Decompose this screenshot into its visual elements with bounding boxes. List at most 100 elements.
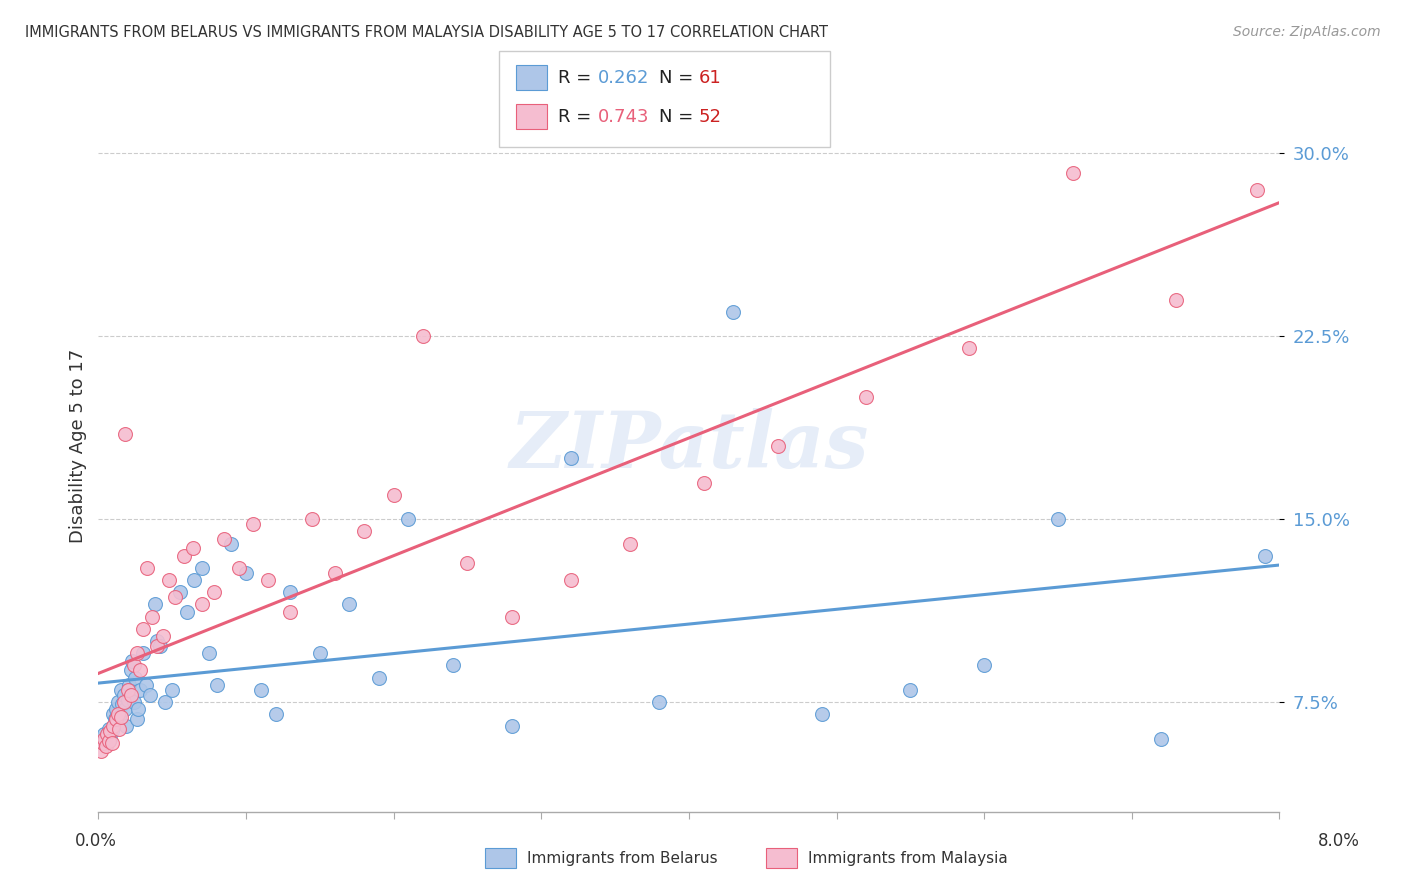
Point [94, 734, 117, 748]
Point [141, 609, 163, 624]
Point [90, 744, 112, 758]
Point [441, 658, 464, 673]
Point [855, 390, 877, 404]
Point [91, 736, 114, 750]
Point [173, 549, 195, 563]
Point [143, 598, 166, 612]
Point [107, 695, 129, 709]
Point [146, 634, 169, 648]
Point [280, 605, 302, 619]
Point [157, 573, 180, 587]
Point [115, 719, 138, 733]
Point [183, 573, 205, 587]
Point [103, 719, 125, 733]
Point [136, 561, 159, 575]
Point [191, 598, 214, 612]
Point [125, 712, 148, 726]
Point [117, 692, 139, 706]
Point [353, 524, 375, 539]
Point [132, 622, 155, 636]
Point [339, 598, 361, 612]
Point [501, 609, 523, 624]
Point [93, 727, 115, 741]
Y-axis label: Disability Age 5 to 17: Disability Age 5 to 17 [69, 349, 87, 543]
Point [257, 573, 280, 587]
Text: 0.262: 0.262 [598, 69, 650, 87]
Point [112, 695, 135, 709]
Point [398, 512, 420, 526]
Point [118, 678, 141, 692]
Point [205, 678, 228, 692]
Point [128, 663, 150, 677]
Point [98, 731, 121, 746]
Point [323, 566, 346, 580]
Point [91, 736, 114, 750]
Point [560, 451, 582, 466]
Point [110, 682, 132, 697]
Point [176, 605, 198, 619]
Point [117, 682, 139, 697]
Point [723, 305, 745, 319]
Point [959, 342, 981, 356]
Text: Immigrants from Belarus: Immigrants from Belarus [527, 851, 718, 865]
Point [105, 702, 128, 716]
Text: 61: 61 [699, 69, 721, 87]
Point [202, 585, 225, 599]
Point [97, 734, 120, 748]
Point [124, 671, 146, 685]
Text: Immigrants from Malaysia: Immigrants from Malaysia [808, 851, 1008, 865]
Point [135, 678, 157, 692]
Point [301, 512, 323, 526]
Point [1246, 183, 1268, 197]
Text: N =: N = [659, 108, 699, 126]
Point [96, 727, 118, 741]
Point [149, 639, 172, 653]
Point [560, 573, 582, 587]
Point [127, 702, 149, 716]
Point [228, 561, 250, 575]
Text: 0.743: 0.743 [598, 108, 650, 126]
Point [412, 329, 434, 343]
Point [100, 736, 122, 750]
Point [121, 654, 143, 668]
Point [811, 707, 834, 722]
Point [165, 590, 187, 604]
Point [112, 688, 135, 702]
Point [96, 729, 118, 743]
Text: R =: R = [558, 69, 598, 87]
Point [146, 639, 169, 653]
Point [264, 707, 287, 722]
Point [309, 646, 332, 660]
Point [280, 585, 302, 599]
Point [368, 671, 391, 685]
Point [162, 682, 183, 697]
Point [139, 688, 162, 702]
Point [181, 541, 204, 556]
Point [382, 488, 405, 502]
Text: 8.0%: 8.0% [1317, 831, 1360, 849]
Point [107, 707, 129, 722]
Point [221, 536, 243, 550]
Point [98, 724, 121, 739]
Point [104, 712, 127, 726]
Point [108, 722, 131, 736]
Point [114, 426, 136, 441]
Point [100, 724, 122, 739]
Point [1062, 166, 1084, 180]
Text: 52: 52 [699, 108, 721, 126]
Point [108, 709, 131, 723]
Point [198, 646, 221, 660]
Text: Source: ZipAtlas.com: Source: ZipAtlas.com [1233, 25, 1381, 39]
Point [97, 722, 120, 736]
Point [242, 516, 264, 531]
Point [693, 475, 716, 490]
Point [110, 709, 132, 723]
Text: N =: N = [659, 69, 699, 87]
Text: R =: R = [558, 108, 598, 126]
Point [766, 439, 789, 453]
Point [93, 731, 115, 746]
Point [132, 646, 155, 660]
Point [114, 702, 136, 716]
Point [90, 731, 112, 746]
Point [1150, 731, 1173, 746]
